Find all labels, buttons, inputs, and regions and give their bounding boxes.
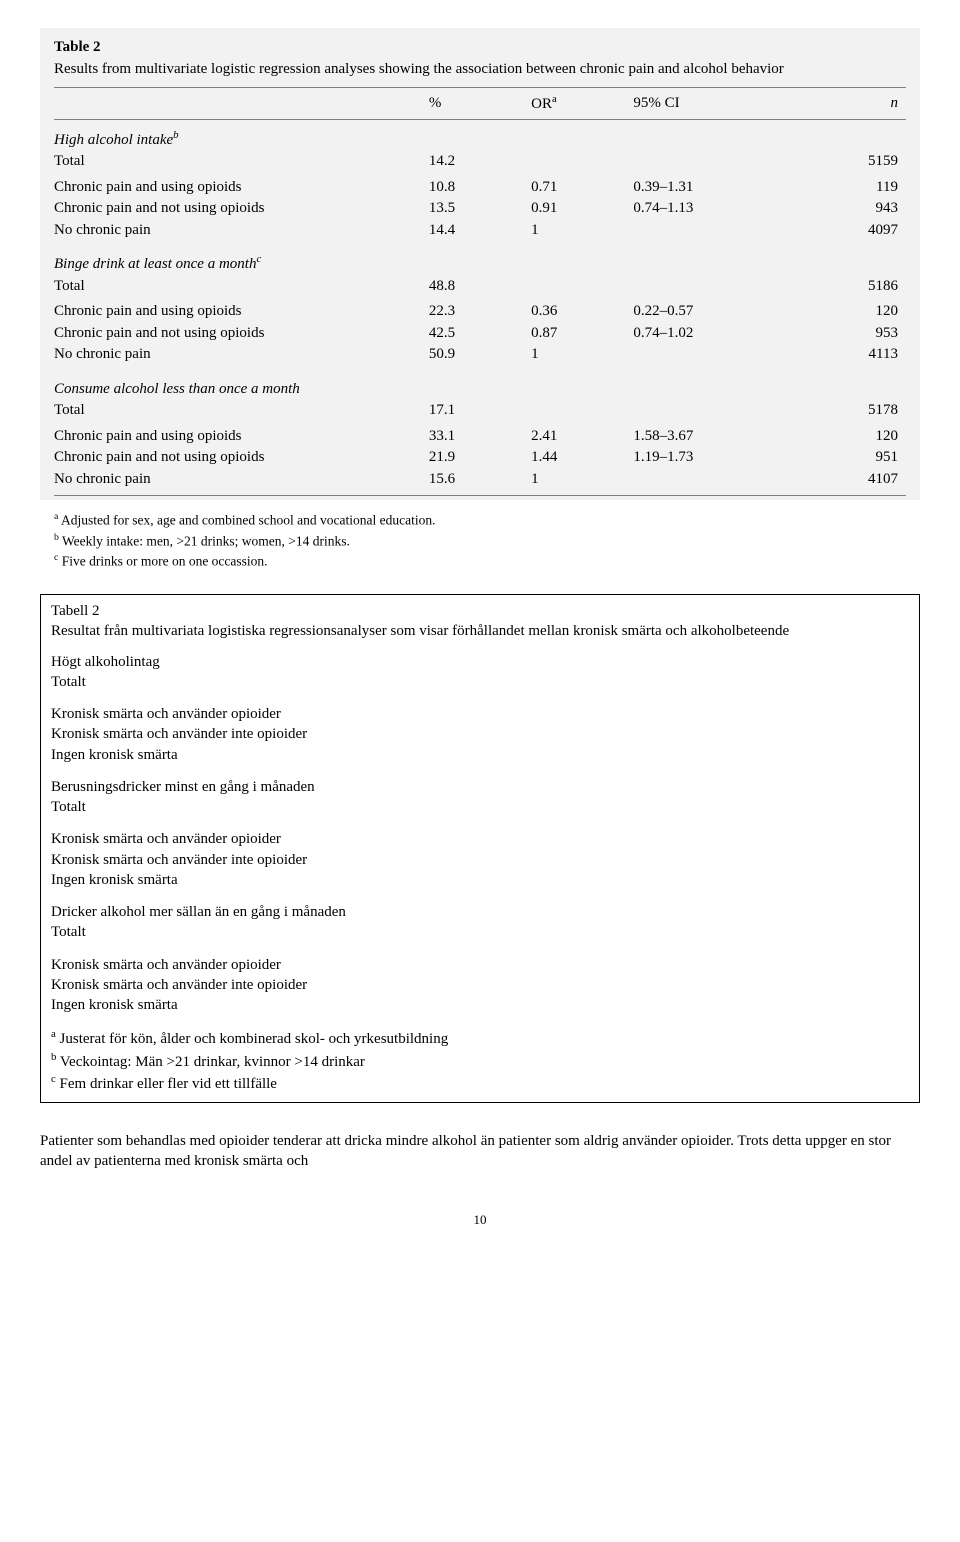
box-line: Ingen kronisk smärta: [51, 745, 909, 765]
box-line: Kronisk smärta och använder opioider: [51, 955, 909, 975]
body-paragraph: Patienter som behandlas med opioider ten…: [40, 1131, 920, 1172]
box-line: Kronisk smärta och använder inte opioide…: [51, 724, 909, 744]
box-line: Ingen kronisk smärta: [51, 995, 909, 1015]
box-footnotes: a Justerat för kön, ålder och kombinerad…: [51, 1027, 909, 1094]
box-caption: Resultat från multivariata logistiska re…: [51, 621, 909, 641]
box-group-total: Totalt: [51, 672, 909, 692]
section-head: Consume alcohol less than once a month: [54, 369, 906, 401]
box-line: Kronisk smärta och använder inte opioide…: [51, 850, 909, 870]
table-row: Total14.25159: [54, 151, 906, 177]
regression-table: % ORa 95% CI n High alcohol intakeb Tota…: [54, 87, 906, 496]
page-number: 10: [40, 1212, 920, 1229]
box-group-total: Totalt: [51, 922, 909, 942]
table-row: No chronic pain15.614107: [54, 469, 906, 496]
box-line: Ingen kronisk smärta: [51, 870, 909, 890]
table-row: Chronic pain and not using opioids42.50.…: [54, 323, 906, 345]
table-row: No chronic pain14.414097: [54, 220, 906, 245]
table-caption: Results from multivariate logistic regre…: [54, 60, 906, 80]
box-line: Kronisk smärta och använder opioider: [51, 829, 909, 849]
box-group-total: Totalt: [51, 797, 909, 817]
table-row: Chronic pain and using opioids10.80.710.…: [54, 177, 906, 199]
table-row: Total17.15178: [54, 400, 906, 426]
translation-box: Tabell 2 Resultat från multivariata logi…: [40, 594, 920, 1103]
table-row: No chronic pain50.914113: [54, 344, 906, 369]
table-footnotes: a Adjusted for sex, age and combined sch…: [40, 506, 920, 590]
table-row: Chronic pain and not using opioids21.91.…: [54, 447, 906, 469]
box-title: Tabell 2: [51, 601, 909, 621]
box-group-head: Berusningsdricker minst en gång i månade…: [51, 777, 909, 797]
table-title: Table 2: [54, 38, 906, 58]
section-head: High alcohol intakeb: [54, 119, 906, 151]
box-line: Kronisk smärta och använder inte opioide…: [51, 975, 909, 995]
col-pct: %: [429, 88, 531, 120]
table2-container: Table 2 Results from multivariate logist…: [40, 28, 920, 500]
col-ci: 95% CI: [633, 88, 803, 120]
table-row: Chronic pain and using opioids22.30.360.…: [54, 301, 906, 323]
col-or: ORa: [531, 88, 633, 120]
table-row: Total48.85186: [54, 276, 906, 302]
box-line: Kronisk smärta och använder opioider: [51, 704, 909, 724]
section-head: Binge drink at least once a monthc: [54, 244, 906, 276]
header-row: % ORa 95% CI n: [54, 88, 906, 120]
box-group-head: Högt alkoholintag: [51, 652, 909, 672]
table-row: Chronic pain and using opioids33.12.411.…: [54, 426, 906, 448]
box-group-head: Dricker alkohol mer sällan än en gång i …: [51, 902, 909, 922]
table-row: Chronic pain and not using opioids13.50.…: [54, 198, 906, 220]
col-n: n: [804, 88, 906, 120]
